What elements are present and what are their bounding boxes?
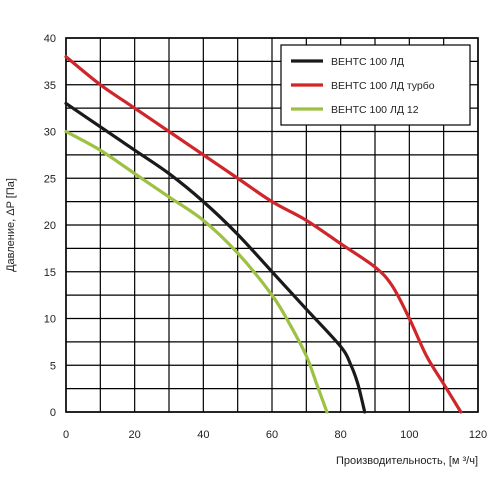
- series-lines: [64, 55, 463, 414]
- y-tick-label: 40: [44, 33, 56, 45]
- x-tick-label: 120: [469, 429, 487, 441]
- tick-labels: 0 20 40 60 80 100 120 0 5 10 15 20 25 30 35 40: [44, 33, 487, 441]
- legend-entry: ВЕНТС 100 ЛД 12: [331, 104, 419, 116]
- y-tick-label: 30: [44, 127, 56, 139]
- y-tick-label: 20: [44, 220, 56, 232]
- y-tick-label: 5: [50, 360, 56, 372]
- x-tick-label: 0: [63, 429, 69, 441]
- y-axis-label: Давление, ΔP [Па]: [5, 178, 17, 272]
- legend-entry: ВЕНТС 100 ЛД турбо: [331, 80, 435, 92]
- x-tick-label: 80: [335, 429, 347, 441]
- y-tick-label: 35: [44, 80, 56, 92]
- legend-entry: ВЕНТС 100 ЛД: [331, 56, 404, 68]
- y-tick-label: 25: [44, 173, 56, 185]
- y-tick-label: 15: [44, 267, 56, 279]
- series-line-2: [64, 55, 463, 414]
- series-line-1: [64, 101, 367, 414]
- x-tick-label: 40: [197, 429, 209, 441]
- x-tick-label: 60: [266, 429, 278, 441]
- plot-frame: [65, 37, 479, 413]
- x-tick-label: 100: [400, 429, 418, 441]
- x-axis-label: Производительность, [м ³/ч]: [336, 455, 478, 467]
- axes: [65, 37, 479, 413]
- y-tick-label: 10: [44, 314, 56, 326]
- legend: ВЕНТС 100 ЛД ВЕНТС 100 ЛД турбо ВЕНТС 100 …: [280, 44, 471, 126]
- x-tick-label: 20: [129, 429, 141, 441]
- y-tick-label: 0: [50, 407, 56, 419]
- series-line-3: [64, 129, 329, 414]
